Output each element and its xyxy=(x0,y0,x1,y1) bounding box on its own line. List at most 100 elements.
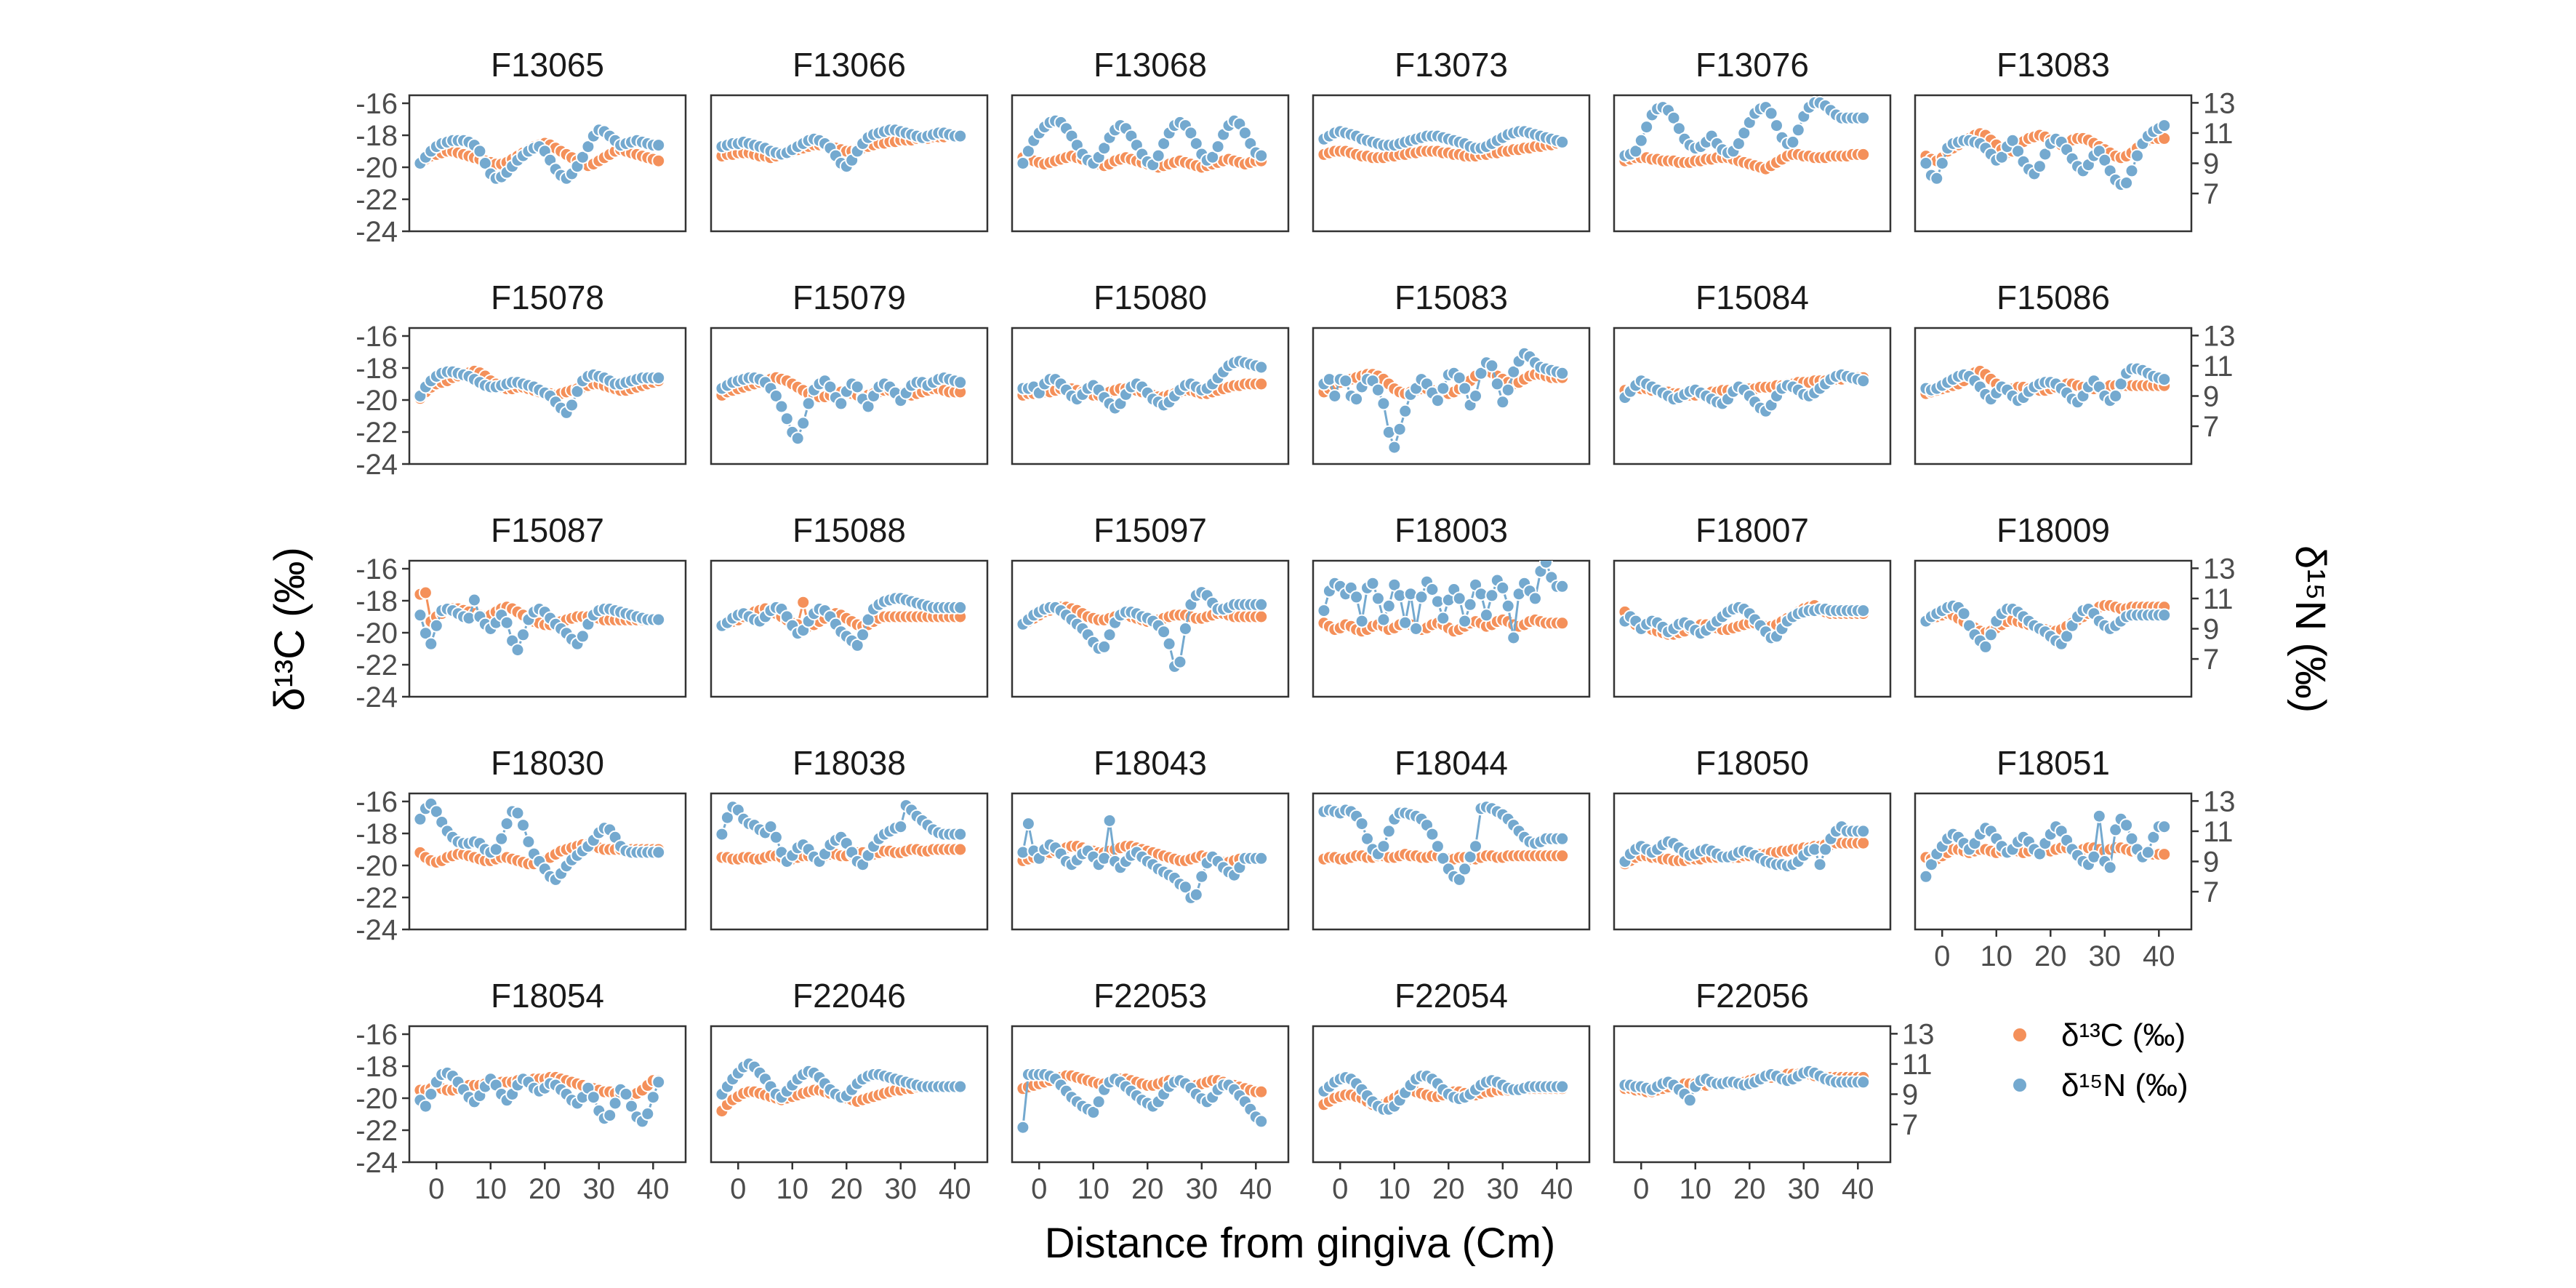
panel-title: F18030 xyxy=(491,744,604,782)
x-tick-label: 0 xyxy=(1934,940,1950,972)
panel-plot-area xyxy=(715,1057,968,1119)
nitrogen-point xyxy=(1672,121,1686,136)
nitrogen-point xyxy=(2119,176,2134,190)
nitrogen-point xyxy=(1731,137,1746,151)
panel-plot-area xyxy=(1016,813,1269,905)
nitrogen-point xyxy=(1371,383,1385,397)
nitrogen-point xyxy=(1205,150,1220,164)
nitrogen-point xyxy=(856,628,870,642)
x-tick-label: 10 xyxy=(1981,940,2013,972)
panel-title: F22054 xyxy=(1395,977,1508,1015)
nitrogen-point xyxy=(1430,839,1445,854)
nitrogen-point xyxy=(1682,1093,1697,1108)
carbon-point xyxy=(1254,1084,1269,1099)
nitrogen-point xyxy=(894,820,908,834)
x-tick-label: 20 xyxy=(2034,940,2067,972)
x-tick-label: 10 xyxy=(475,1173,507,1205)
nitrogen-point xyxy=(1086,1105,1101,1119)
y-right-tick-label: 7 xyxy=(2203,876,2219,908)
nitrogen-point xyxy=(581,140,595,154)
x-tick-label: 0 xyxy=(1031,1173,1047,1205)
nitrogen-point xyxy=(1436,381,1450,396)
nitrogen-point xyxy=(1506,631,1521,645)
panel-plot-area xyxy=(1317,561,1570,645)
nitrogen-point xyxy=(494,831,509,846)
nitrogen-point xyxy=(1365,576,1380,591)
nitrogen-point xyxy=(779,412,794,426)
y-left-tick-label: -22 xyxy=(356,649,398,681)
panel-title: F13073 xyxy=(1395,46,1508,84)
panel-F13065: F13065 xyxy=(408,46,687,233)
nitrogen-point xyxy=(575,629,590,644)
panel-title: F22056 xyxy=(1696,977,1809,1015)
nitrogen-point xyxy=(641,1107,655,1121)
carbon-point xyxy=(651,153,666,168)
nitrogen-point xyxy=(418,1099,433,1113)
x-tick-label: 30 xyxy=(583,1173,616,1205)
nitrogen-point xyxy=(1328,389,1342,403)
nitrogen-point xyxy=(1452,872,1466,887)
panel-frame xyxy=(1312,94,1591,233)
nitrogen-point xyxy=(1339,374,1353,388)
nitrogen-point xyxy=(2140,845,2155,860)
nitrogen-point xyxy=(1237,126,1252,140)
panel-frame xyxy=(1011,559,1290,698)
nitrogen-point xyxy=(1501,383,1515,397)
x-tick-label: 20 xyxy=(1733,1173,1766,1205)
panel-plot-area xyxy=(1618,95,1871,176)
panel-F15083: F15083 xyxy=(1312,279,1591,465)
panel-F18030: F18030 xyxy=(408,744,687,931)
panel-plot-area xyxy=(1317,800,1570,887)
nitrogen-point xyxy=(516,818,530,833)
y-right-tick-label: 9 xyxy=(2203,148,2219,180)
panel-F13066: F13066 xyxy=(710,46,989,233)
y-right-axis-title: δ¹⁵N (‰) xyxy=(2287,545,2334,713)
y-left-tick-label: -22 xyxy=(356,882,398,914)
panel-plot-area xyxy=(715,123,968,174)
nitrogen-point xyxy=(1770,119,1783,133)
panel-plot-area xyxy=(1016,1068,1269,1135)
panel-plot-area xyxy=(1919,599,2172,654)
panel-F18054: F18054 xyxy=(408,977,687,1164)
y-right-tick-label: 9 xyxy=(2203,847,2219,879)
nitrogen-point xyxy=(2157,119,2172,133)
carbon-point xyxy=(1856,836,1871,850)
panel-plot-area xyxy=(413,123,666,185)
panels-layer: F13065 F13066 F13068 F13073 F13076 F13083 F150… xyxy=(408,46,2193,1164)
nitrogen-point xyxy=(489,842,503,857)
nitrogen-point xyxy=(1162,636,1176,651)
panel-F15084: F15084 xyxy=(1613,279,1892,465)
nitrogen-point xyxy=(720,810,734,825)
nitrogen-point xyxy=(1538,561,1553,569)
panel-F13068: F13068 xyxy=(1011,46,1290,233)
nitrogen-point xyxy=(651,138,666,153)
nitrogen-point xyxy=(1452,371,1466,385)
nitrogen-point xyxy=(1387,440,1402,455)
nitrogen-point xyxy=(473,144,487,159)
nitrogen-point xyxy=(1479,608,1493,623)
nitrogen-point xyxy=(1425,827,1440,841)
y-right-tick-label: 9 xyxy=(2203,614,2219,646)
y-right-tick-label: 13 xyxy=(2203,553,2236,585)
panel-title: F15078 xyxy=(491,279,604,316)
nitrogen-point xyxy=(565,398,579,412)
nitrogen-point xyxy=(1856,604,1871,618)
panel-F18007: F18007 xyxy=(1613,511,1892,698)
nitrogen-point xyxy=(2038,147,2053,161)
nitrogen-point xyxy=(651,371,666,385)
nitrogen-point xyxy=(1381,599,1396,613)
nitrogen-point xyxy=(769,389,783,403)
y-left-tick-label: -18 xyxy=(356,585,398,617)
y-right-tick-label: 7 xyxy=(2203,644,2219,676)
panel-F22053: F22053 xyxy=(1011,977,1290,1164)
y-right-tick-label: 11 xyxy=(2203,118,2234,150)
nitrogen-point xyxy=(1409,622,1424,636)
panel-title: F18043 xyxy=(1094,744,1207,782)
nitrogen-point xyxy=(2119,818,2134,833)
nitrogen-point xyxy=(1102,628,1117,642)
nitrogen-point xyxy=(586,1090,601,1105)
nitrogen-point xyxy=(625,1099,638,1113)
nitrogen-point xyxy=(1189,137,1203,151)
nitrogen-point xyxy=(2124,164,2139,178)
nitrogen-point xyxy=(1786,135,1800,149)
